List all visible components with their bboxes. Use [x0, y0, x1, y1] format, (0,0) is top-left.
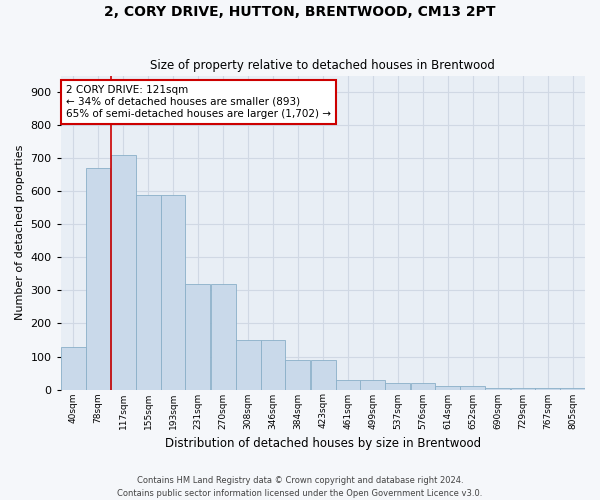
Bar — [485, 388, 510, 390]
Bar — [185, 284, 210, 390]
Bar — [410, 383, 436, 390]
Y-axis label: Number of detached properties: Number of detached properties — [15, 145, 25, 320]
Bar — [236, 340, 260, 390]
Bar — [560, 388, 585, 390]
Text: 2 CORY DRIVE: 121sqm
← 34% of detached houses are smaller (893)
65% of semi-deta: 2 CORY DRIVE: 121sqm ← 34% of detached h… — [66, 86, 331, 118]
Bar — [335, 380, 361, 390]
Text: Contains HM Land Registry data © Crown copyright and database right 2024.
Contai: Contains HM Land Registry data © Crown c… — [118, 476, 482, 498]
Bar — [460, 386, 485, 390]
Bar — [436, 386, 460, 390]
Bar — [86, 168, 110, 390]
Title: Size of property relative to detached houses in Brentwood: Size of property relative to detached ho… — [151, 59, 495, 72]
Bar — [61, 346, 86, 390]
Bar — [286, 360, 310, 390]
X-axis label: Distribution of detached houses by size in Brentwood: Distribution of detached houses by size … — [165, 437, 481, 450]
Bar — [260, 340, 286, 390]
Bar — [111, 155, 136, 390]
Text: 2, CORY DRIVE, HUTTON, BRENTWOOD, CM13 2PT: 2, CORY DRIVE, HUTTON, BRENTWOOD, CM13 2… — [104, 5, 496, 19]
Bar — [385, 383, 410, 390]
Bar — [511, 388, 535, 390]
Bar — [136, 195, 161, 390]
Bar — [361, 380, 385, 390]
Bar — [211, 284, 236, 390]
Bar — [311, 360, 335, 390]
Bar — [535, 388, 560, 390]
Bar — [161, 195, 185, 390]
